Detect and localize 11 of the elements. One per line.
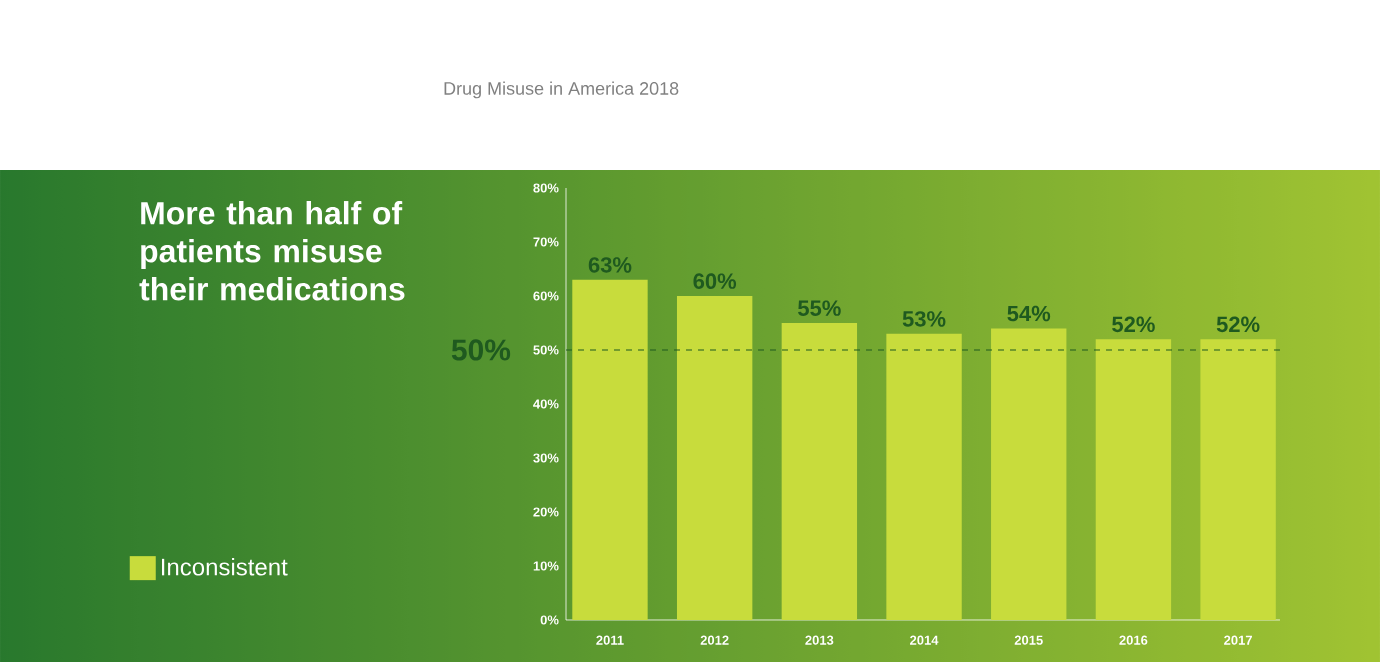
- chart-subtitle: Drug Misuse in America 2018: [444, 81, 679, 99]
- legend-label: Inconsistent: [161, 557, 288, 576]
- data-label: 60%: [693, 273, 737, 289]
- data-label: 55%: [798, 300, 841, 316]
- data-label: 52%: [1216, 316, 1260, 333]
- data-label: 63%: [588, 257, 632, 273]
- data-label: 52%: [1112, 316, 1155, 333]
- text: More than half of patients misuse their medications: [139, 201, 405, 301]
- data-label: 53%: [902, 311, 946, 327]
- ref-line-label: 50%: [451, 339, 511, 361]
- data-label: 54%: [1007, 305, 1051, 322]
